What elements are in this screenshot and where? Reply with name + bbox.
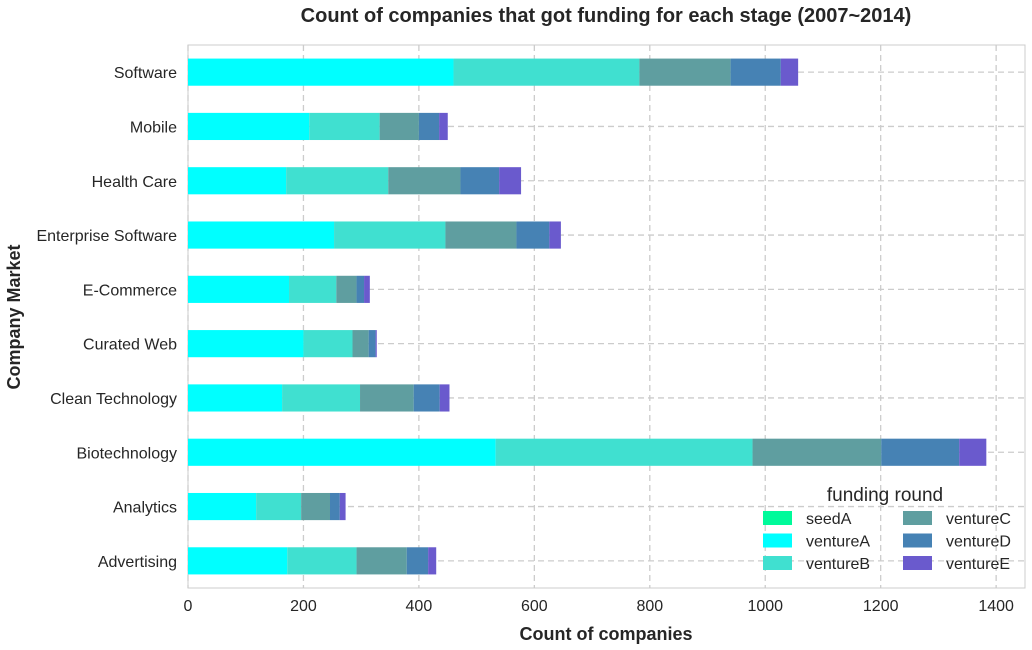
bar-segment-ventureD bbox=[356, 275, 365, 303]
bar-segment-ventureC bbox=[301, 492, 331, 521]
bar-segment-ventureB bbox=[256, 492, 302, 521]
x-tick-label: 1000 bbox=[747, 598, 783, 615]
bar-segment-ventureC bbox=[352, 330, 369, 358]
y-tick-label: Software bbox=[114, 65, 177, 82]
tick-labels: 0 200 400 600 800 1000 1200 1400 Software Mobile H… bbox=[36, 65, 1014, 615]
y-tick-label: Biotechnology bbox=[76, 445, 177, 462]
legend-label: ventureC bbox=[946, 511, 1011, 528]
x-tick-label: 1200 bbox=[863, 598, 899, 615]
bar-segment-ventureC bbox=[388, 167, 461, 195]
legend-label: ventureE bbox=[946, 556, 1010, 573]
bar-segment-ventureA bbox=[188, 167, 287, 195]
bar-segment-ventureB bbox=[289, 275, 337, 303]
bar-segment-ventureB bbox=[286, 167, 389, 195]
y-tick-label: Analytics bbox=[113, 500, 177, 517]
x-tick-label: 1400 bbox=[978, 598, 1014, 615]
bar-segment-ventureE bbox=[549, 221, 561, 249]
bar-segment-ventureA bbox=[188, 221, 335, 249]
y-tick-label: Mobile bbox=[130, 119, 177, 136]
x-tick-label: 400 bbox=[406, 598, 433, 615]
bar-segment-ventureC bbox=[445, 221, 517, 249]
y-axis-label: Company Market bbox=[4, 244, 24, 389]
y-tick-label: Health Care bbox=[92, 174, 177, 191]
legend-swatch-ventureA bbox=[763, 533, 792, 548]
bar-segment-ventureB bbox=[287, 547, 357, 575]
bar-segment-ventureD bbox=[368, 330, 376, 358]
bar-segment-ventureD bbox=[516, 221, 550, 249]
bar-segment-ventureC bbox=[379, 112, 419, 141]
bar-segment-ventureB bbox=[282, 384, 361, 412]
x-tick-label: 800 bbox=[636, 598, 663, 615]
bar-segment-ventureD bbox=[418, 112, 440, 141]
bar-segment-ventureA bbox=[188, 492, 257, 521]
bars bbox=[188, 58, 987, 575]
bar-segment-ventureA bbox=[188, 58, 454, 86]
bar-segment-ventureA bbox=[188, 275, 290, 303]
bar-segment-ventureC bbox=[356, 547, 407, 575]
legend-label: seedA bbox=[806, 511, 852, 528]
bar-segment-ventureE bbox=[339, 492, 346, 521]
legend: funding round seedA ventureA ventureB ventu… bbox=[763, 485, 1011, 573]
legend-label: ventureA bbox=[806, 534, 870, 551]
bar-segment-ventureA bbox=[188, 438, 496, 466]
y-tick-label: Curated Web bbox=[83, 337, 177, 354]
bar-segment-ventureA bbox=[188, 112, 310, 141]
legend-swatch-seedA bbox=[763, 511, 792, 525]
bar-segment-ventureC bbox=[752, 438, 882, 466]
chart-title: Count of companies that got funding for … bbox=[301, 5, 912, 27]
legend-label: ventureD bbox=[946, 534, 1011, 551]
legend-swatch-ventureB bbox=[763, 556, 792, 570]
bar-segment-ventureD bbox=[460, 167, 500, 195]
bar-segment-ventureE bbox=[428, 547, 437, 575]
bar-segment-ventureD bbox=[413, 384, 440, 412]
legend-label: ventureB bbox=[806, 556, 870, 573]
legend-title: funding round bbox=[827, 485, 943, 506]
y-tick-label: Enterprise Software bbox=[36, 228, 177, 245]
bar-segment-ventureD bbox=[881, 438, 960, 466]
bar-segment-ventureE bbox=[499, 167, 522, 195]
bar-segment-ventureC bbox=[336, 275, 357, 303]
bar-segment-ventureB bbox=[495, 438, 753, 466]
bar-segment-ventureE bbox=[439, 384, 450, 412]
bar-segment-ventureA bbox=[188, 547, 288, 575]
bar-segment-ventureE bbox=[959, 438, 987, 466]
legend-swatch-ventureC bbox=[903, 511, 932, 525]
bar-segment-ventureC bbox=[639, 58, 731, 86]
y-tick-label: Advertising bbox=[98, 554, 177, 571]
x-tick-label: 600 bbox=[521, 598, 548, 615]
bar-segment-ventureD bbox=[330, 492, 340, 521]
bar-segment-ventureE bbox=[780, 58, 799, 86]
bar-segment-ventureC bbox=[360, 384, 414, 412]
bar-segment-ventureB bbox=[309, 112, 380, 141]
legend-swatch-ventureD bbox=[903, 533, 932, 548]
legend-swatch-ventureE bbox=[903, 556, 932, 570]
y-tick-label: Clean Technology bbox=[50, 391, 177, 408]
bar-segment-ventureE bbox=[375, 330, 377, 358]
bar-segment-ventureE bbox=[364, 275, 370, 303]
bar-segment-ventureB bbox=[334, 221, 446, 249]
x-tick-label: 200 bbox=[290, 598, 317, 615]
bar-segment-ventureB bbox=[453, 58, 640, 86]
bar-segment-ventureE bbox=[439, 112, 448, 141]
x-axis-label: Count of companies bbox=[519, 624, 692, 644]
bar-segment-ventureA bbox=[188, 384, 283, 412]
bar-segment-ventureD bbox=[406, 547, 429, 575]
bar-segment-ventureA bbox=[188, 330, 304, 358]
bar-segment-ventureB bbox=[303, 330, 353, 358]
x-tick-label: 0 bbox=[184, 598, 193, 615]
y-tick-label: E-Commerce bbox=[83, 282, 177, 299]
bar-segment-ventureD bbox=[730, 58, 781, 86]
